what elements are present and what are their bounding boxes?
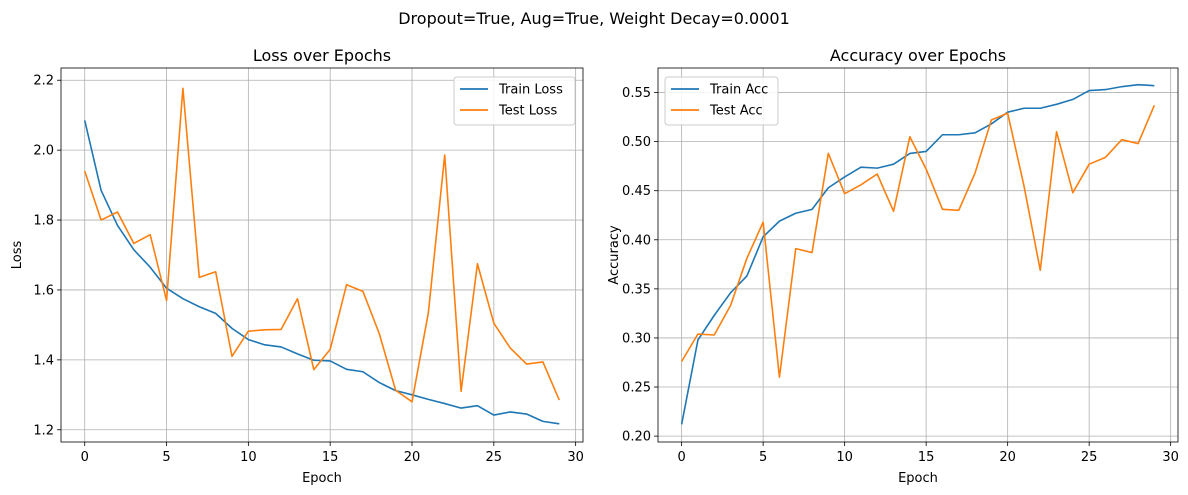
acc-ytick-label-7: 0.55 [622, 86, 651, 101]
acc-legend: Train Acc Test Acc [664, 76, 779, 126]
acc-xtick-label-0: 0 [677, 450, 685, 465]
acc-legend-label-train: Train Acc [709, 83, 768, 98]
acc-y-axis-label: Accuracy [607, 225, 622, 285]
loss-xtick-label-1: 5 [162, 450, 170, 465]
acc-legend-label-test: Test Acc [709, 104, 763, 119]
acc-ytick-label-5: 0.45 [622, 184, 651, 199]
loss-legend: Train Loss Test Loss [453, 76, 576, 126]
acc-xtick-label-5: 25 [1081, 450, 1098, 465]
loss-ytick-label-5: 2.2 [33, 74, 54, 89]
acc-xtick-label-6: 30 [1162, 450, 1179, 465]
acc-ytick-label-4: 0.40 [622, 233, 651, 248]
acc-axes-frame [657, 67, 1179, 443]
acc-series-test-line [680, 104, 1156, 379]
loss-legend-label-train: Train Loss [498, 83, 563, 98]
loss-xtick-label-6: 30 [567, 450, 584, 465]
acc-xtick-label-4: 20 [999, 450, 1016, 465]
acc-xtick-label-3: 15 [918, 450, 935, 465]
loss-xtick-label-4: 20 [404, 450, 421, 465]
acc-ytick-label-1: 0.25 [622, 381, 651, 396]
loss-ytick-label-0: 1.2 [33, 423, 54, 438]
accuracy-chart: 0 5 10 15 20 25 30 0.20 0.25 0.30 0.35 0.40 0.45 0.50… [607, 46, 1179, 486]
loss-chart-title: Loss over Epochs [253, 46, 391, 65]
loss-ytick-label-4: 2.0 [33, 144, 54, 159]
loss-chart: 0 5 10 15 20 25 30 1.2 1.4 1.6 1.8 2.0 2.2 Loss over … [10, 46, 584, 486]
acc-xtick-label-2: 10 [836, 450, 853, 465]
loss-y-axis-label: Loss [10, 241, 25, 270]
acc-x-axis-label: Epoch [898, 471, 938, 486]
loss-axes-frame [60, 67, 584, 443]
loss-series-test-line [83, 87, 561, 403]
loss-xtick-label-5: 25 [486, 450, 503, 465]
loss-ytick-label-3: 1.8 [33, 214, 54, 229]
loss-xtick-label-3: 15 [322, 450, 339, 465]
acc-ytick-label-2: 0.30 [622, 331, 651, 346]
loss-xtick-label-0: 0 [81, 450, 89, 465]
loss-ytick-label-1: 1.4 [33, 353, 54, 368]
acc-ytick-label-3: 0.35 [622, 282, 651, 297]
figure-title: Dropout=True, Aug=True, Weight Decay=0.0… [398, 9, 790, 28]
acc-xtick-label-1: 5 [759, 450, 767, 465]
loss-xtick-label-2: 10 [240, 450, 257, 465]
loss-legend-label-test: Test Loss [498, 104, 557, 119]
acc-ytick-label-0: 0.20 [622, 430, 651, 445]
acc-ytick-label-6: 0.50 [622, 135, 651, 150]
loss-x-axis-label: Epoch [302, 471, 342, 486]
loss-ytick-label-2: 1.6 [33, 283, 54, 298]
acc-chart-title: Accuracy over Epochs [830, 46, 1006, 65]
